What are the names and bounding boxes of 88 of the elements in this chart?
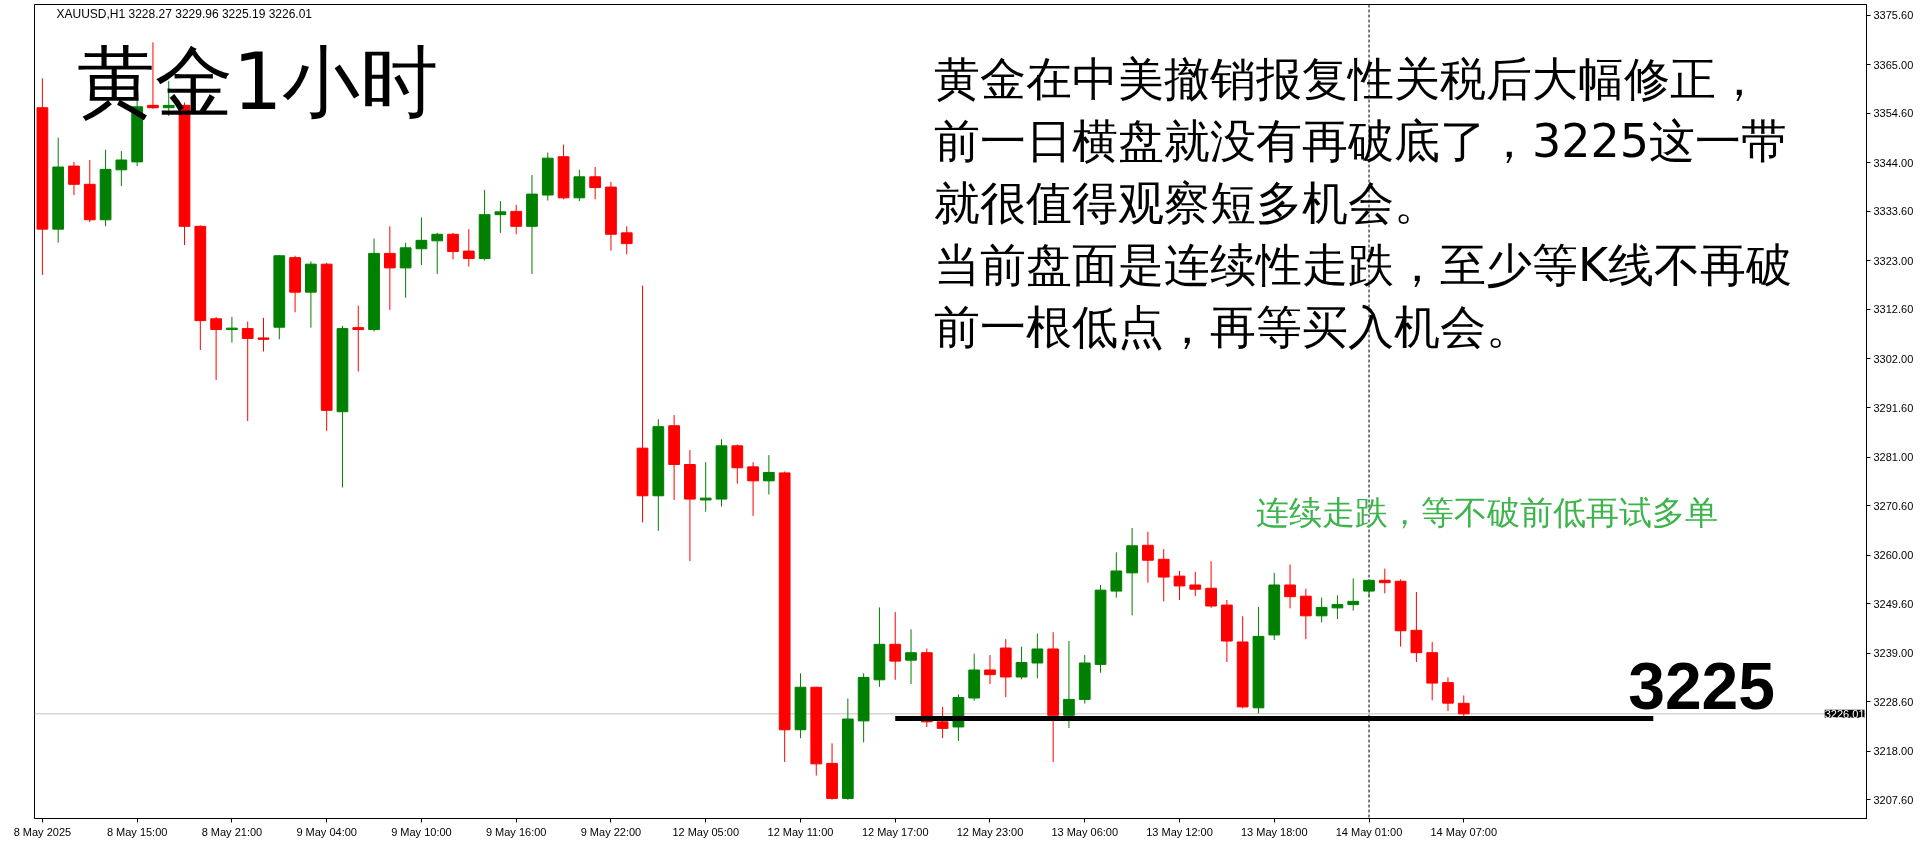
- candlestick: [1442, 676, 1454, 712]
- annotation: 连续走跌，等不破前低再试多单: [1256, 492, 1719, 532]
- x-tick-label: 12 May 05:00: [672, 825, 740, 838]
- candlestick: [889, 611, 902, 681]
- candlestick: [1205, 560, 1217, 609]
- candlestick: [1110, 551, 1123, 599]
- y-tick-label: 3239.00: [1873, 647, 1914, 660]
- x-tick-label: 13 May 18:00: [1240, 825, 1308, 838]
- y-tick-label: 3291.60: [1873, 401, 1914, 414]
- candlestick: [747, 461, 759, 517]
- candlestick: [1031, 633, 1044, 679]
- candlestick: [1315, 597, 1328, 623]
- candlestick: [763, 454, 775, 495]
- candlestick: [352, 305, 365, 373]
- x-tick-label: 13 May 06:00: [1051, 825, 1119, 838]
- y-tick-label: 3260.00: [1873, 549, 1914, 562]
- candlestick: [1063, 640, 1075, 729]
- y-tick-label: 3365.00: [1873, 58, 1914, 71]
- x-tick-label: 9 May 22:00: [580, 825, 642, 838]
- candlestick: [1142, 531, 1154, 584]
- candlestick: [1378, 568, 1391, 594]
- y-tick-label: 3375.60: [1873, 9, 1914, 22]
- candlestick: [620, 225, 633, 255]
- annotation: 3225: [1628, 648, 1776, 723]
- candlestick: [162, 80, 175, 117]
- x-tick-label: 14 May 01:00: [1335, 825, 1403, 838]
- chart-subtitle: XAUUSD,H1 3228.27 3229.96 3225.19 3226.01: [56, 7, 313, 22]
- x-tick-label: 13 May 12:00: [1146, 825, 1213, 838]
- annotation: 黄金在中美撤销报复性关税后大幅修正，: [934, 52, 1763, 107]
- y-tick-label: 3302.00: [1873, 352, 1914, 365]
- candlestick: [573, 169, 586, 202]
- y-tick-label: 3344.00: [1873, 156, 1914, 169]
- x-tick-label: 8 May 15:00: [106, 825, 168, 838]
- candlestick: [1157, 548, 1170, 602]
- x-tick-label: 9 May 04:00: [296, 825, 357, 838]
- x-tick-label: 8 May 2025: [13, 825, 72, 838]
- x-tick-label: 8 May 21:00: [201, 825, 263, 838]
- candlestick: [1173, 570, 1186, 601]
- candlestick: [1347, 577, 1360, 612]
- candlestick: [1189, 571, 1202, 597]
- x-tick-label: 9 May 16:00: [485, 825, 547, 838]
- candlestick: [510, 204, 523, 235]
- candlestick: [984, 654, 996, 685]
- y-tick-label: 3270.60: [1873, 499, 1914, 512]
- candlestick: [589, 166, 602, 200]
- candlestick: [905, 628, 917, 685]
- x-tick-label: 12 May 17:00: [861, 825, 929, 838]
- candlestick: [1410, 591, 1423, 663]
- candlestick: [115, 150, 128, 187]
- candlestick: [1015, 646, 1028, 680]
- y-tick-label: 3281.00: [1873, 451, 1914, 464]
- candlestick: [699, 461, 712, 513]
- annotation: 前一日横盘就没有再破底了，3225这一带: [934, 114, 1788, 169]
- ref-line-label: 3226.01: [1824, 707, 1865, 720]
- y-tick-label: 3312.60: [1873, 303, 1914, 316]
- candlestick: [494, 200, 507, 234]
- x-tick-label: 14 May 07:00: [1430, 825, 1498, 838]
- candlestick: [210, 316, 222, 381]
- chart-title: 黄金1小时: [76, 37, 439, 128]
- candlestick: [731, 443, 744, 485]
- y-tick-label: 3207.60: [1873, 793, 1914, 806]
- y-tick-label: 3323.00: [1873, 254, 1914, 267]
- candlestick: [1331, 594, 1344, 620]
- candlestick: [462, 228, 475, 267]
- candlestick: [399, 242, 412, 299]
- candlestick: [447, 232, 459, 260]
- y-tick-label: 3354.60: [1873, 107, 1914, 120]
- candlestick: [226, 316, 238, 344]
- y-tick-label: 3228.60: [1873, 695, 1914, 708]
- candlestick: [936, 706, 949, 739]
- candlestick: [415, 216, 428, 266]
- candlestick: [1284, 563, 1296, 609]
- y-tick-label: 3249.60: [1873, 597, 1914, 610]
- candlestick: [1457, 694, 1470, 719]
- candlestick: [241, 321, 254, 422]
- annotation: 前一根低点，再等买入机会。: [934, 299, 1533, 354]
- x-tick-label: 9 May 10:00: [391, 825, 452, 838]
- candlestick: [383, 225, 396, 311]
- y-tick-label: 3218.00: [1873, 745, 1914, 758]
- x-tick-label: 12 May 11:00: [767, 825, 834, 838]
- x-tick-label: 12 May 23:00: [956, 825, 1024, 838]
- annotation: 就很值得观察短多机会。: [934, 176, 1441, 231]
- candlestick: [257, 317, 270, 352]
- candlestick: [431, 232, 444, 275]
- candlestick: [1299, 588, 1312, 640]
- annotation: 当前盘面是连续性走跌，至少等K线不再破: [934, 237, 1793, 292]
- y-tick-label: 3333.60: [1873, 205, 1914, 218]
- candlestick: [68, 161, 80, 196]
